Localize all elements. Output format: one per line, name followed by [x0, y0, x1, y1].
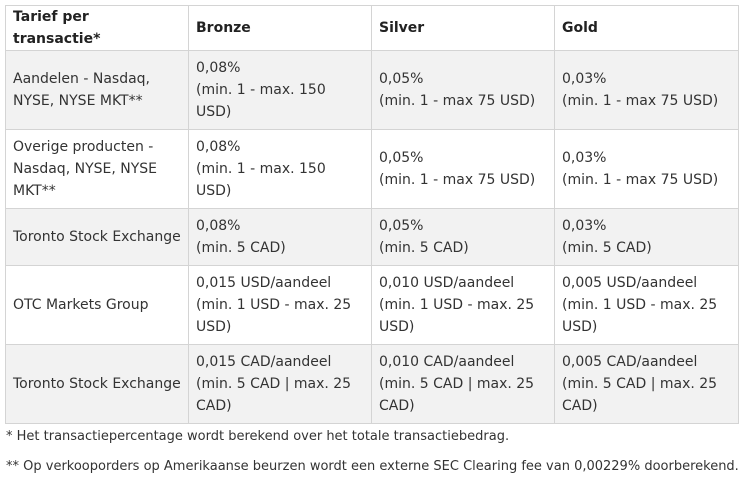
cell-line: (min. 1 USD - max. 25 [196, 297, 352, 313]
gold-cell: 0,005 USD/aandeel (min. 1 USD - max. 25 … [554, 265, 739, 345]
header-gold: Gold [554, 5, 739, 51]
silver-cell: 0,010 USD/aandeel (min. 1 USD - max. 25 … [371, 265, 555, 345]
table-row: OTC Markets Group 0,015 USD/aandeel (min… [5, 265, 739, 345]
cell-line: USD) [562, 319, 598, 335]
footnote: * Het transactiepercentage wordt bereken… [6, 429, 510, 444]
cell-line: Nasdaq, NYSE, NYSE [13, 161, 158, 177]
cell-line: 0,005 CAD/aandeel [562, 354, 698, 370]
cell-line: (min. 5 CAD | max. 25 [562, 376, 718, 392]
cell-line: (min. 5 CAD) [562, 240, 652, 256]
cell-line: (min. 1 - max. 150 [196, 82, 326, 98]
silver-cell: 0,05% (min. 5 CAD) [371, 208, 555, 266]
product-cell: Toronto Stock Exchange [5, 344, 189, 424]
gold-cell: 0,03% (min. 1 - max 75 USD) [554, 129, 739, 209]
cell-line: 0,015 CAD/aandeel [196, 354, 332, 370]
cell-line: (min. 1 USD - max. 25 [562, 297, 718, 313]
cell-line: (min. 1 - max 75 USD) [379, 172, 536, 188]
table-row: Overige producten - Nasdaq, NYSE, NYSE M… [5, 129, 739, 209]
cell-line: 0,03% [562, 71, 607, 87]
silver-cell: 0,05% (min. 1 - max 75 USD) [371, 50, 555, 130]
fee-table: Tarief per transactie* Bronze Silver Gol… [5, 5, 739, 424]
cell-line: (min. 1 - max 75 USD) [379, 93, 536, 109]
cell-line: Aandelen - Nasdaq, [13, 71, 151, 87]
cell-line: 0,010 CAD/aandeel [379, 354, 515, 370]
cell-line: 0,08% [196, 139, 241, 155]
bronze-cell: 0,015 USD/aandeel (min. 1 USD - max. 25 … [188, 265, 372, 345]
header-tariff: Tarief per transactie* [5, 5, 189, 51]
bronze-cell: 0,08% (min. 1 - max. 150 USD) [188, 50, 372, 130]
cell-line: 0,05% [379, 71, 424, 87]
cell-line: USD) [196, 319, 232, 335]
cell-line: MKT** [13, 183, 56, 199]
cell-line: (min. 5 CAD) [196, 240, 286, 256]
header-silver: Silver [371, 5, 555, 51]
cell-line: Toronto Stock Exchange [13, 229, 181, 245]
cell-line: (min. 5 CAD) [379, 240, 469, 256]
cell-line: NYSE, NYSE MKT** [13, 93, 143, 109]
cell-line: (min. 1 - max 75 USD) [562, 172, 719, 188]
cell-line: (min. 5 CAD | max. 25 [379, 376, 535, 392]
cell-line: (min. 1 - max 75 USD) [562, 93, 719, 109]
cell-line: USD) [196, 183, 232, 199]
cell-line: OTC Markets Group [13, 297, 149, 313]
cell-line: 0,005 USD/aandeel [562, 275, 698, 291]
product-cell: Toronto Stock Exchange [5, 208, 189, 266]
gold-cell: 0,03% (min. 1 - max 75 USD) [554, 50, 739, 130]
silver-cell: 0,010 CAD/aandeel (min. 5 CAD | max. 25 … [371, 344, 555, 424]
product-cell: OTC Markets Group [5, 265, 189, 345]
cell-line: USD) [196, 104, 232, 120]
bronze-cell: 0,015 CAD/aandeel (min. 5 CAD | max. 25 … [188, 344, 372, 424]
header-bronze: Bronze [188, 5, 372, 51]
footnote: ** Op verkooporders op Amerikaanse beurz… [6, 459, 739, 474]
table-row: Toronto Stock Exchange 0,015 CAD/aandeel… [5, 344, 739, 424]
bronze-cell: 0,08% (min. 1 - max. 150 USD) [188, 129, 372, 209]
cell-line: 0,08% [196, 60, 241, 76]
cell-line: CAD) [379, 398, 415, 414]
product-cell: Overige producten - Nasdaq, NYSE, NYSE M… [5, 129, 189, 209]
table-row: Aandelen - Nasdaq, NYSE, NYSE MKT** 0,08… [5, 50, 739, 130]
cell-line: (min. 1 USD - max. 25 [379, 297, 535, 313]
silver-cell: 0,05% (min. 1 - max 75 USD) [371, 129, 555, 209]
gold-cell: 0,005 CAD/aandeel (min. 5 CAD | max. 25 … [554, 344, 739, 424]
product-cell: Aandelen - Nasdaq, NYSE, NYSE MKT** [5, 50, 189, 130]
cell-line: (min. 1 - max. 150 [196, 161, 326, 177]
cell-line: 0,03% [562, 218, 607, 234]
cell-line: CAD) [196, 398, 232, 414]
gold-cell: 0,03% (min. 5 CAD) [554, 208, 739, 266]
cell-line: 0,03% [562, 150, 607, 166]
cell-line: 0,08% [196, 218, 241, 234]
cell-line: 0,010 USD/aandeel [379, 275, 515, 291]
cell-line: 0,015 USD/aandeel [196, 275, 332, 291]
bronze-cell: 0,08% (min. 5 CAD) [188, 208, 372, 266]
cell-line: CAD) [562, 398, 598, 414]
table-row: Toronto Stock Exchange 0,08% (min. 5 CAD… [5, 208, 739, 266]
cell-line: Overige producten - [13, 139, 154, 155]
cell-line: 0,05% [379, 150, 424, 166]
cell-line: 0,05% [379, 218, 424, 234]
cell-line: (min. 5 CAD | max. 25 [196, 376, 352, 392]
footnotes: * Het transactiepercentage wordt bereken… [6, 428, 739, 476]
cell-line: USD) [379, 319, 415, 335]
cell-line: Toronto Stock Exchange [13, 376, 181, 392]
header-row: Tarief per transactie* Bronze Silver Gol… [5, 5, 739, 51]
